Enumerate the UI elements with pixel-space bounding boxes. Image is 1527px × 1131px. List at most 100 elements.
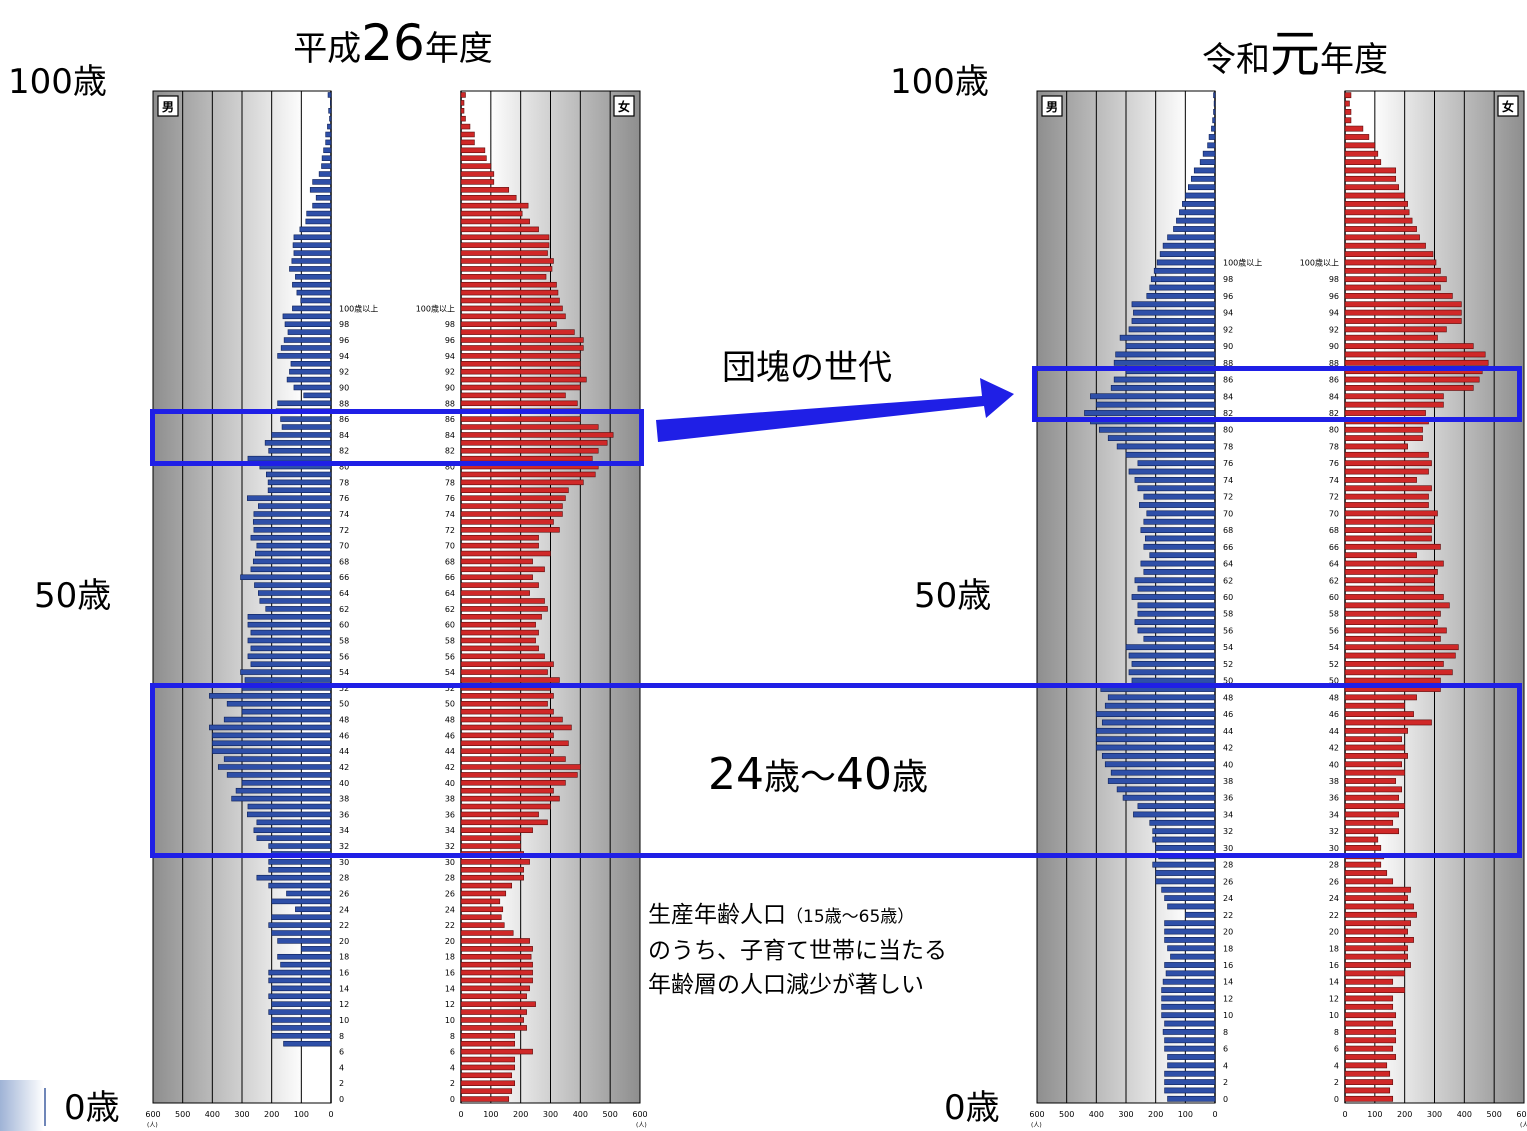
right-male-bar: [1161, 987, 1216, 993]
left-male-age-tick: 62: [339, 605, 349, 614]
left-female-bar: [460, 614, 542, 620]
left-male-age-tick: 86: [339, 415, 349, 424]
left-male-age-tick: 88: [339, 399, 349, 408]
right-male-bar: [1131, 661, 1216, 667]
right-female-age-tick: 94: [1329, 309, 1339, 318]
left-female-age-tick: 86: [445, 415, 455, 424]
left-male-bar: [252, 519, 332, 525]
left-female-bar: [460, 527, 560, 533]
right-female-age-tick: 86: [1329, 376, 1339, 385]
right-male-bar: [1207, 142, 1216, 149]
right-male-bar: [1101, 719, 1216, 726]
right-female-bar: [1344, 443, 1408, 450]
right-male-badge-box: [1041, 95, 1063, 117]
left-male-bar: [295, 906, 332, 913]
left-female-age-tick: 42: [445, 763, 455, 772]
left-male-bar: [267, 487, 332, 494]
right-male-bar: [1152, 861, 1216, 868]
right-male-bar: [1133, 309, 1216, 316]
left-female-bar: [460, 740, 569, 747]
right-female-bar: [1344, 293, 1453, 299]
right-male-bar: [1149, 819, 1216, 826]
left-male-bar: [325, 139, 332, 146]
left-male-bar: [267, 479, 332, 486]
left-male-age-tick: 8: [339, 1032, 344, 1041]
left-female-age-tick: 84: [445, 431, 455, 440]
left-male-bar: [268, 447, 332, 454]
right-female-age-tick: 74: [1329, 476, 1339, 485]
right-male-bar: [1144, 535, 1216, 542]
left-male-age-tick: 68: [339, 557, 349, 566]
right-age-0-label: 0歳: [944, 1088, 1000, 1128]
right-female-age-tick: 34: [1329, 810, 1339, 819]
left-male-bar: [281, 424, 332, 430]
right-male-x-tick: 300: [1118, 1110, 1133, 1119]
right-male-age-tick: 64: [1223, 560, 1233, 569]
left-male-age-tick: 50: [339, 700, 349, 709]
right-male-age-tick: 42: [1223, 744, 1233, 753]
right-male-bar: [1161, 995, 1216, 1002]
right-female-age-tick: 42: [1329, 744, 1339, 753]
right-male-age-tick: 58: [1223, 610, 1233, 619]
right-female-bar: [1344, 100, 1350, 107]
right-male-bar: [1099, 426, 1216, 433]
left-male-bar: [327, 92, 332, 98]
right-male-bar: [1167, 945, 1216, 952]
right-female-bar: [1344, 987, 1405, 993]
right-female-bar: [1344, 477, 1417, 483]
left-male-age-tick: 12: [339, 1000, 349, 1009]
left-female-bar: [460, 139, 475, 146]
left-male-bar: [265, 606, 332, 612]
left-female-age-tick: 50: [445, 700, 455, 709]
left-male-bar: [305, 218, 332, 225]
left-female-bar: [460, 708, 554, 715]
right-male-age-tick: 24: [1223, 894, 1233, 903]
right-female-bar: [1344, 895, 1408, 901]
right-male-bar: [1176, 217, 1216, 224]
left-male-badge: 男: [162, 100, 174, 114]
right-female-bar: [1344, 619, 1438, 625]
left-female-bar: [460, 447, 599, 454]
left-female-age-tick: 66: [445, 573, 455, 582]
left-male-bar: [268, 867, 332, 873]
right-female-bar: [1344, 401, 1444, 408]
left-male-bar: [291, 258, 332, 264]
right-male-bar: [1164, 1045, 1216, 1052]
left-female-bar: [460, 898, 501, 905]
left-male-age-tick: 18: [339, 953, 349, 962]
left-male-x-tick: 400: [205, 1110, 220, 1119]
left-male-age-tick: 4: [339, 1063, 344, 1072]
right-female-age-tick: 36: [1329, 794, 1339, 803]
left-female-age-tick: 10: [445, 1016, 455, 1025]
right-male-bar: [1188, 184, 1216, 191]
left-male-bar: [321, 163, 332, 169]
right-female-bar: [1344, 727, 1408, 734]
left-male-bar: [268, 993, 332, 1000]
right-female-bar: [1344, 702, 1405, 709]
right-female-age-tick: 100歳以上: [1300, 257, 1339, 267]
left-title-suffix: 年度: [424, 29, 493, 69]
left-female-bar: [460, 305, 563, 312]
left-female-age-tick: 24: [445, 905, 455, 914]
right-male-bar: [1155, 845, 1216, 851]
right-female-age-tick: 60: [1329, 593, 1339, 602]
right-female-bar: [1344, 1062, 1388, 1069]
left-female-age-tick: 2: [450, 1079, 455, 1088]
right-male-bar: [1110, 769, 1216, 776]
right-female-bar: [1344, 535, 1432, 542]
left-female-bar: [460, 558, 533, 565]
left-age-column: [331, 91, 461, 1103]
left-male-bar: [277, 353, 332, 359]
right-male-bar: [1164, 1037, 1216, 1044]
left-male-bar: [271, 432, 332, 438]
right-male-bar: [1119, 334, 1216, 341]
left-female-bar: [460, 574, 533, 580]
left-female-bar: [460, 115, 466, 122]
left-female-age-tick: 74: [445, 510, 455, 519]
left-female-bar: [460, 242, 550, 248]
right-male-bar: [1133, 811, 1216, 818]
left-female-age-tick: 70: [445, 542, 455, 551]
right-female-bar: [1344, 276, 1447, 283]
left-male-bar: [212, 732, 332, 739]
